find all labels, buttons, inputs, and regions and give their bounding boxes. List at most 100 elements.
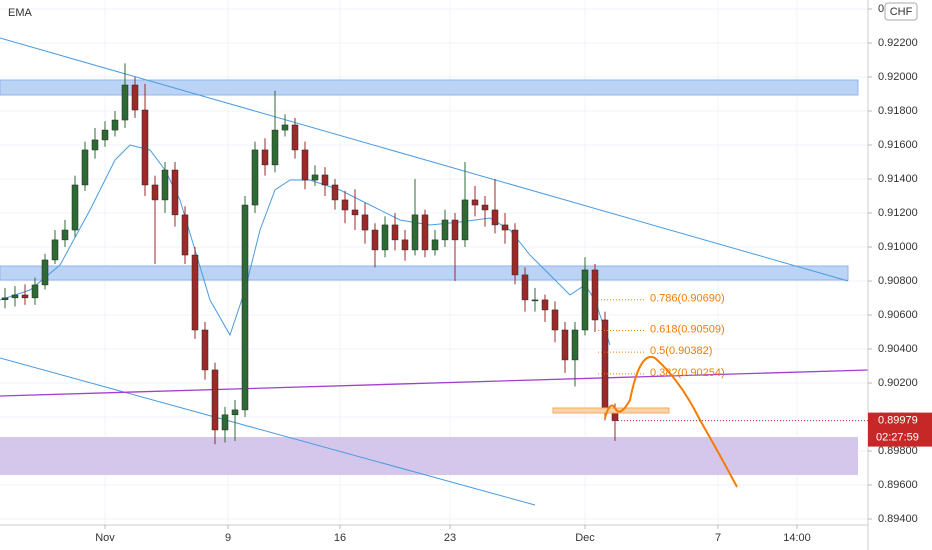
x-tick-label: 7 xyxy=(715,532,721,544)
candle-body xyxy=(141,109,149,186)
candle-body xyxy=(251,149,259,206)
candle-body xyxy=(71,184,79,231)
y-tick-label: 0.91200 xyxy=(878,207,918,219)
currency: CHF xyxy=(890,6,913,18)
candle-body xyxy=(111,119,119,131)
candle-body xyxy=(321,174,329,186)
candle-body xyxy=(41,259,49,286)
candle-body xyxy=(491,209,499,226)
candle-body xyxy=(81,149,89,186)
candle-body xyxy=(411,214,419,251)
candle-body xyxy=(501,224,509,231)
candle-body xyxy=(101,129,109,141)
projection-path xyxy=(604,355,738,488)
trend-line xyxy=(0,369,869,397)
candle-body xyxy=(401,239,409,251)
candle-body xyxy=(361,214,369,231)
y-tick-label: 0.89800 xyxy=(878,445,918,457)
candle-body xyxy=(31,284,39,299)
candle-body xyxy=(291,124,299,151)
candle-body xyxy=(221,414,229,431)
countdown: 02:27:59 xyxy=(876,432,919,444)
candle-body xyxy=(51,239,59,261)
candle-body xyxy=(421,214,429,251)
fibonacci: 0.786(0.90690) 0.618(0.90509) 0.5(0.90382)… xyxy=(598,293,725,379)
y-tick-label: 0.91400 xyxy=(878,173,918,185)
candle-body xyxy=(181,214,189,256)
candle-body xyxy=(341,199,349,211)
x-tick-label: 23 xyxy=(444,532,456,544)
candle-body xyxy=(121,84,129,121)
candle-body xyxy=(431,239,439,251)
candle-body xyxy=(531,299,539,302)
candles xyxy=(1,63,619,445)
y-tick-label: 0.90400 xyxy=(878,343,918,355)
x-tick-label: 14:00 xyxy=(783,532,811,544)
candle-body xyxy=(191,254,199,331)
y-tick-label: 0.89600 xyxy=(878,479,918,491)
candle-body xyxy=(551,309,559,331)
support-zone xyxy=(0,265,849,281)
y-tick-label: 0.90800 xyxy=(878,275,918,287)
candle-body xyxy=(311,174,319,181)
last-price-label: 0.89979 xyxy=(878,415,918,427)
fib-label: 0.5(0.90382) xyxy=(650,345,712,357)
candle-body xyxy=(521,274,529,301)
candle-body xyxy=(261,149,269,166)
y-tick-label: 0.89400 xyxy=(878,513,918,525)
candle-body xyxy=(201,329,209,371)
x-tick-label: Nov xyxy=(95,532,115,544)
candle-body xyxy=(441,219,449,241)
candle-body xyxy=(11,294,19,299)
candle-body xyxy=(241,204,249,411)
indicator-label: EMA xyxy=(8,7,33,19)
x-tick-label: 9 xyxy=(225,532,231,544)
demand-zone xyxy=(0,437,858,475)
candle-body xyxy=(541,299,549,311)
fib-label: 0.382(0.90254) xyxy=(650,367,725,379)
trend-line xyxy=(0,357,536,506)
candle-body xyxy=(571,329,579,361)
candle-body xyxy=(561,329,569,361)
candle-body xyxy=(371,229,379,251)
fib-label: 0.618(0.90509) xyxy=(650,323,725,335)
trend-line xyxy=(0,37,849,282)
candle-body xyxy=(91,139,99,151)
candle-body xyxy=(451,219,459,241)
resistance-zone xyxy=(0,79,859,96)
candle-body xyxy=(271,129,279,166)
candle-body xyxy=(471,199,479,206)
candle-body xyxy=(461,199,469,241)
last-price-box xyxy=(868,412,932,447)
target-box xyxy=(552,407,670,414)
y-tick-label: 0.91800 xyxy=(878,105,918,117)
candle-body xyxy=(161,169,169,201)
currency-box xyxy=(884,2,918,21)
y-tick-label: 0.91600 xyxy=(878,139,918,151)
y-tick-label: 0.92200 xyxy=(878,37,918,49)
candle-body xyxy=(391,224,399,241)
ema-line xyxy=(0,144,611,346)
y-tick-label: 0.90200 xyxy=(878,377,918,389)
candle-body xyxy=(351,209,359,216)
y-tick-label: 0.92000 xyxy=(878,71,918,83)
x-tick-label: Dec xyxy=(575,532,595,544)
candle-body xyxy=(171,169,179,216)
y-tick-label: 0.90600 xyxy=(878,309,918,321)
candle-body xyxy=(131,84,139,111)
candle-body xyxy=(1,297,9,300)
x-tick-label: 16 xyxy=(334,532,346,544)
candle-body xyxy=(151,184,159,201)
fib-label: 0.786(0.90690) xyxy=(650,293,725,305)
candle-body xyxy=(591,269,599,321)
candle-body xyxy=(331,184,339,201)
candle-body xyxy=(481,204,489,211)
candle-body xyxy=(21,294,29,299)
candle-body xyxy=(231,409,239,416)
candle-body xyxy=(211,369,219,431)
y-tick-label: 0.91000 xyxy=(878,241,918,253)
candle-body xyxy=(381,224,389,251)
candle-body xyxy=(601,319,609,411)
candle-body xyxy=(61,229,69,241)
